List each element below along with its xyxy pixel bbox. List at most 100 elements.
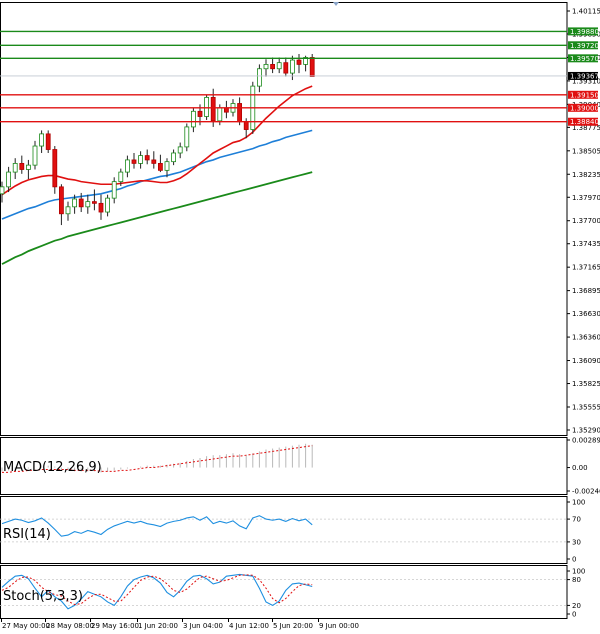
level-tag-label: 1.38840: [570, 118, 599, 126]
candle-down: [197, 110, 203, 117]
stoch-tick-label: 20: [572, 602, 581, 610]
candle-down: [45, 133, 51, 150]
level-tag: [568, 54, 598, 63]
time-tick-label: 9 Jun 00:00: [319, 622, 359, 630]
rsi-tick-label: 100: [572, 499, 585, 507]
price-tick-label: 1.35555: [572, 403, 600, 411]
price-tick-label: 1.36360: [572, 334, 600, 342]
candle-up: [118, 171, 124, 183]
level-tag-label: 1.39570: [570, 55, 599, 63]
level-tag: [568, 90, 598, 99]
candle-down: [151, 159, 157, 164]
panel-frame-macd: [0, 437, 568, 495]
price-tick-label: 1.35290: [572, 427, 600, 435]
time-tick-label: 28 May 08:00: [46, 622, 94, 630]
current-price-tag: [568, 71, 598, 80]
level-tag: [568, 27, 598, 36]
candle-up: [171, 152, 177, 163]
candle-up: [6, 171, 11, 188]
macd-tick-label: 0.00: [572, 464, 588, 472]
candle-up: [276, 62, 282, 70]
candle-down: [98, 202, 104, 213]
stoch-tick-label: 100: [572, 568, 585, 576]
macd-tick-label: -0.002464: [572, 488, 600, 496]
rsi-tick-label: 0: [572, 556, 576, 564]
candle-up: [125, 159, 130, 173]
macd-signal-line: [2, 445, 313, 473]
candle-up: [303, 57, 309, 65]
time-tick-label: 1 Jun 20:00: [138, 622, 178, 630]
ma-blue-line: [1, 129, 313, 220]
price-tick-label: 1.35825: [572, 380, 600, 388]
price-tick-label: 1.37435: [572, 240, 600, 248]
candle-up: [0, 186, 5, 195]
candle-up: [256, 68, 262, 87]
macd-label: MACD(12,26,9): [3, 460, 102, 475]
candle-up: [39, 133, 44, 147]
candle-down: [144, 155, 150, 161]
candle-up: [217, 107, 223, 122]
candle-down: [243, 121, 249, 130]
candle-down: [270, 64, 276, 70]
level-tag: [568, 103, 598, 112]
candle-up: [105, 197, 110, 213]
time-tick-label: 4 Jun 12:00: [229, 622, 269, 630]
rsi-label: RSI(14): [3, 527, 51, 542]
candle-up: [25, 164, 31, 170]
rsi-panel[interactable]: 100 70 30 0 RSI(14): [0, 499, 585, 564]
stoch-k-line: [1, 573, 313, 610]
candle-down: [92, 201, 97, 204]
candle-up: [138, 155, 144, 164]
price-tick-label: 1.40115: [572, 8, 600, 16]
panel-frame-main: [0, 2, 568, 436]
time-tick-label: 3 Jun 04:00: [183, 622, 223, 630]
panel-frame-stoch: [0, 565, 568, 619]
panel-frames: [0, 2, 568, 619]
level-tag: [568, 117, 598, 126]
macd-tick-label: 0.002897: [572, 437, 600, 445]
candle-down: [210, 97, 216, 122]
macd-panel[interactable]: 0.002897 0.00 -0.002464 MACD(12,26,9): [1, 437, 600, 496]
level-tag: [568, 41, 598, 50]
price-tick-label: 1.38775: [572, 124, 600, 132]
candle-up: [263, 64, 269, 70]
candle-up: [289, 59, 295, 74]
rsi-tick-label: 70: [572, 516, 581, 524]
stoch-tick-label: 0: [572, 611, 576, 619]
scroll-marker-icon[interactable]: [333, 2, 339, 6]
candle-up: [204, 97, 210, 117]
time-tick-label: 5 Jun 20:00: [273, 622, 313, 630]
price-tick-label: 1.36895: [572, 287, 600, 295]
candle-up: [184, 126, 190, 148]
panel-frame-rsi: [0, 496, 568, 564]
time-tick-label: 27 May 00:00: [2, 622, 50, 630]
candle-down: [157, 163, 163, 171]
candle-down: [237, 103, 243, 123]
candle-up: [85, 201, 91, 208]
price-tick-label: 1.37165: [572, 264, 600, 272]
candle-down: [309, 57, 315, 77]
candle-up: [164, 161, 170, 171]
price-tick-label: 1.39310: [572, 77, 600, 85]
candle-down: [131, 159, 137, 164]
main-price-panel[interactable]: 1.401151.398501.395801.393101.390401.387…: [0, 8, 600, 435]
rsi-tick-label: 30: [572, 538, 581, 546]
candle-up: [72, 198, 77, 208]
level-tag-label: 1.39150: [570, 91, 599, 99]
candle-up: [65, 206, 71, 215]
current-price-label: 1.39367: [570, 72, 599, 80]
candle-up: [32, 145, 38, 166]
candle-down: [78, 198, 84, 208]
time-tick-label: 29 May 16:00: [91, 622, 139, 630]
level-tag-label: 1.39720: [570, 42, 599, 50]
price-tick-label: 1.37970: [572, 194, 600, 202]
candle-up: [190, 110, 196, 128]
candle-down: [52, 149, 58, 188]
candle-up: [12, 163, 18, 173]
price-tick-label: 1.38235: [572, 171, 600, 179]
stoch-d-line: [1, 574, 313, 606]
stoch-tick-label: 80: [572, 576, 581, 584]
